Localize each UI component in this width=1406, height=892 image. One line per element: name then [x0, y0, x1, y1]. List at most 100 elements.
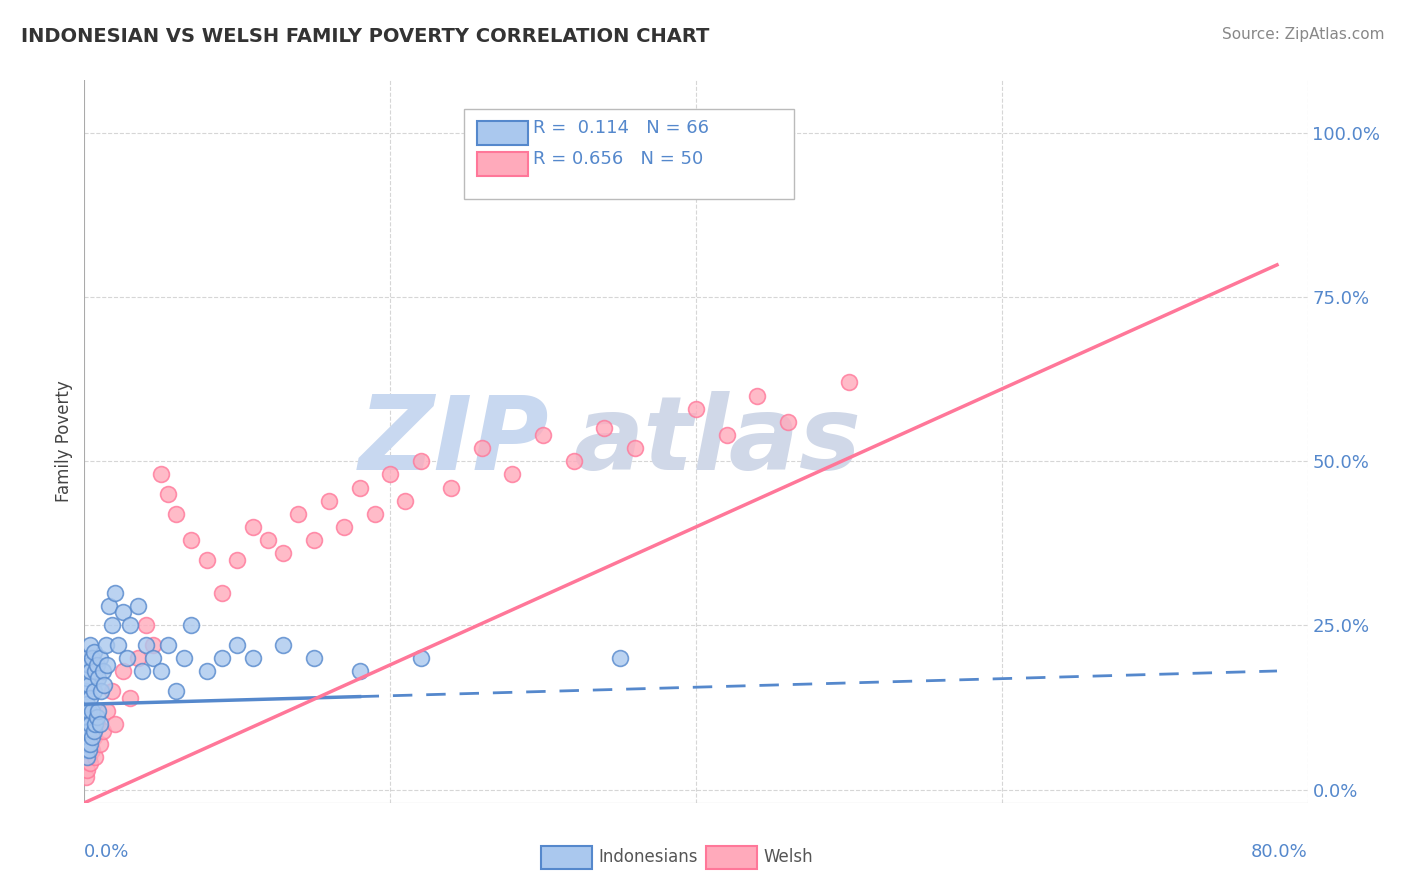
Point: [76, 723, 98, 738]
FancyBboxPatch shape: [477, 120, 529, 145]
Point: [89, 651, 111, 665]
Text: atlas: atlas: [574, 391, 862, 492]
Text: Welsh: Welsh: [763, 848, 813, 866]
Text: Source: ZipAtlas.com: Source: ZipAtlas.com: [1222, 27, 1385, 42]
Point: [93, 677, 115, 691]
Point: [502, 467, 524, 482]
Point: [76, 651, 98, 665]
Point: [97, 599, 120, 613]
Point: [149, 665, 172, 679]
Point: [562, 454, 585, 468]
FancyBboxPatch shape: [541, 847, 592, 870]
Text: R = 0.656   N = 50: R = 0.656 N = 50: [533, 150, 703, 168]
Point: [91, 723, 114, 738]
Point: [471, 441, 494, 455]
Point: [89, 737, 111, 751]
Text: R =  0.114   N = 66: R = 0.114 N = 66: [533, 119, 709, 137]
Point: [318, 493, 340, 508]
Point: [838, 376, 860, 390]
Point: [75, 743, 97, 757]
Point: [96, 704, 118, 718]
Point: [75, 684, 97, 698]
Point: [75, 730, 97, 744]
Point: [195, 553, 218, 567]
Point: [77, 749, 100, 764]
Point: [86, 717, 108, 731]
Point: [83, 645, 105, 659]
Point: [115, 651, 138, 665]
Point: [86, 657, 108, 672]
Point: [180, 618, 202, 632]
Point: [165, 684, 187, 698]
Y-axis label: Family Poverty: Family Poverty: [55, 381, 73, 502]
Point: [131, 665, 153, 679]
Point: [380, 467, 402, 482]
Point: [107, 638, 129, 652]
Point: [195, 665, 218, 679]
Point: [83, 723, 105, 738]
FancyBboxPatch shape: [477, 152, 529, 177]
Point: [77, 704, 100, 718]
Point: [90, 684, 112, 698]
Point: [86, 710, 108, 724]
Point: [76, 737, 98, 751]
Point: [180, 533, 202, 547]
Point: [84, 749, 107, 764]
Point: [211, 651, 233, 665]
Point: [142, 638, 165, 652]
Point: [685, 159, 707, 173]
Point: [302, 651, 325, 665]
Point: [84, 665, 107, 679]
Point: [104, 585, 127, 599]
Text: 80.0%: 80.0%: [1251, 843, 1308, 861]
Point: [624, 441, 647, 455]
Point: [135, 618, 157, 632]
Point: [409, 651, 432, 665]
Text: ZIP: ZIP: [359, 391, 550, 492]
Point: [91, 665, 114, 679]
Point: [127, 599, 149, 613]
Point: [271, 638, 294, 652]
Point: [257, 533, 280, 547]
Text: INDONESIAN VS WELSH FAMILY POVERTY CORRELATION CHART: INDONESIAN VS WELSH FAMILY POVERTY CORRE…: [21, 27, 710, 45]
Point: [79, 665, 101, 679]
Point: [77, 657, 100, 672]
Point: [75, 717, 97, 731]
Point: [79, 717, 101, 731]
Point: [609, 651, 631, 665]
Point: [75, 770, 97, 784]
Point: [127, 651, 149, 665]
Point: [242, 651, 264, 665]
Point: [149, 467, 172, 482]
Point: [83, 730, 105, 744]
Point: [747, 388, 769, 402]
Point: [120, 690, 142, 705]
Point: [394, 493, 416, 508]
Point: [271, 546, 294, 560]
Point: [685, 401, 707, 416]
Point: [242, 520, 264, 534]
Point: [76, 671, 98, 685]
Point: [157, 487, 180, 501]
Point: [87, 671, 110, 685]
Point: [776, 415, 799, 429]
Text: Indonesians: Indonesians: [598, 848, 697, 866]
Point: [89, 717, 111, 731]
Point: [79, 737, 101, 751]
Text: 0.0%: 0.0%: [84, 843, 129, 861]
Point: [77, 677, 100, 691]
Point: [79, 638, 101, 652]
FancyBboxPatch shape: [464, 109, 794, 200]
Point: [80, 730, 103, 744]
Point: [79, 690, 101, 705]
Point: [531, 428, 554, 442]
Point: [75, 704, 97, 718]
Point: [76, 749, 98, 764]
Point: [409, 454, 432, 468]
Point: [79, 756, 101, 771]
Point: [80, 651, 103, 665]
Point: [593, 421, 616, 435]
Point: [111, 605, 134, 619]
Point: [165, 507, 187, 521]
Point: [142, 651, 165, 665]
